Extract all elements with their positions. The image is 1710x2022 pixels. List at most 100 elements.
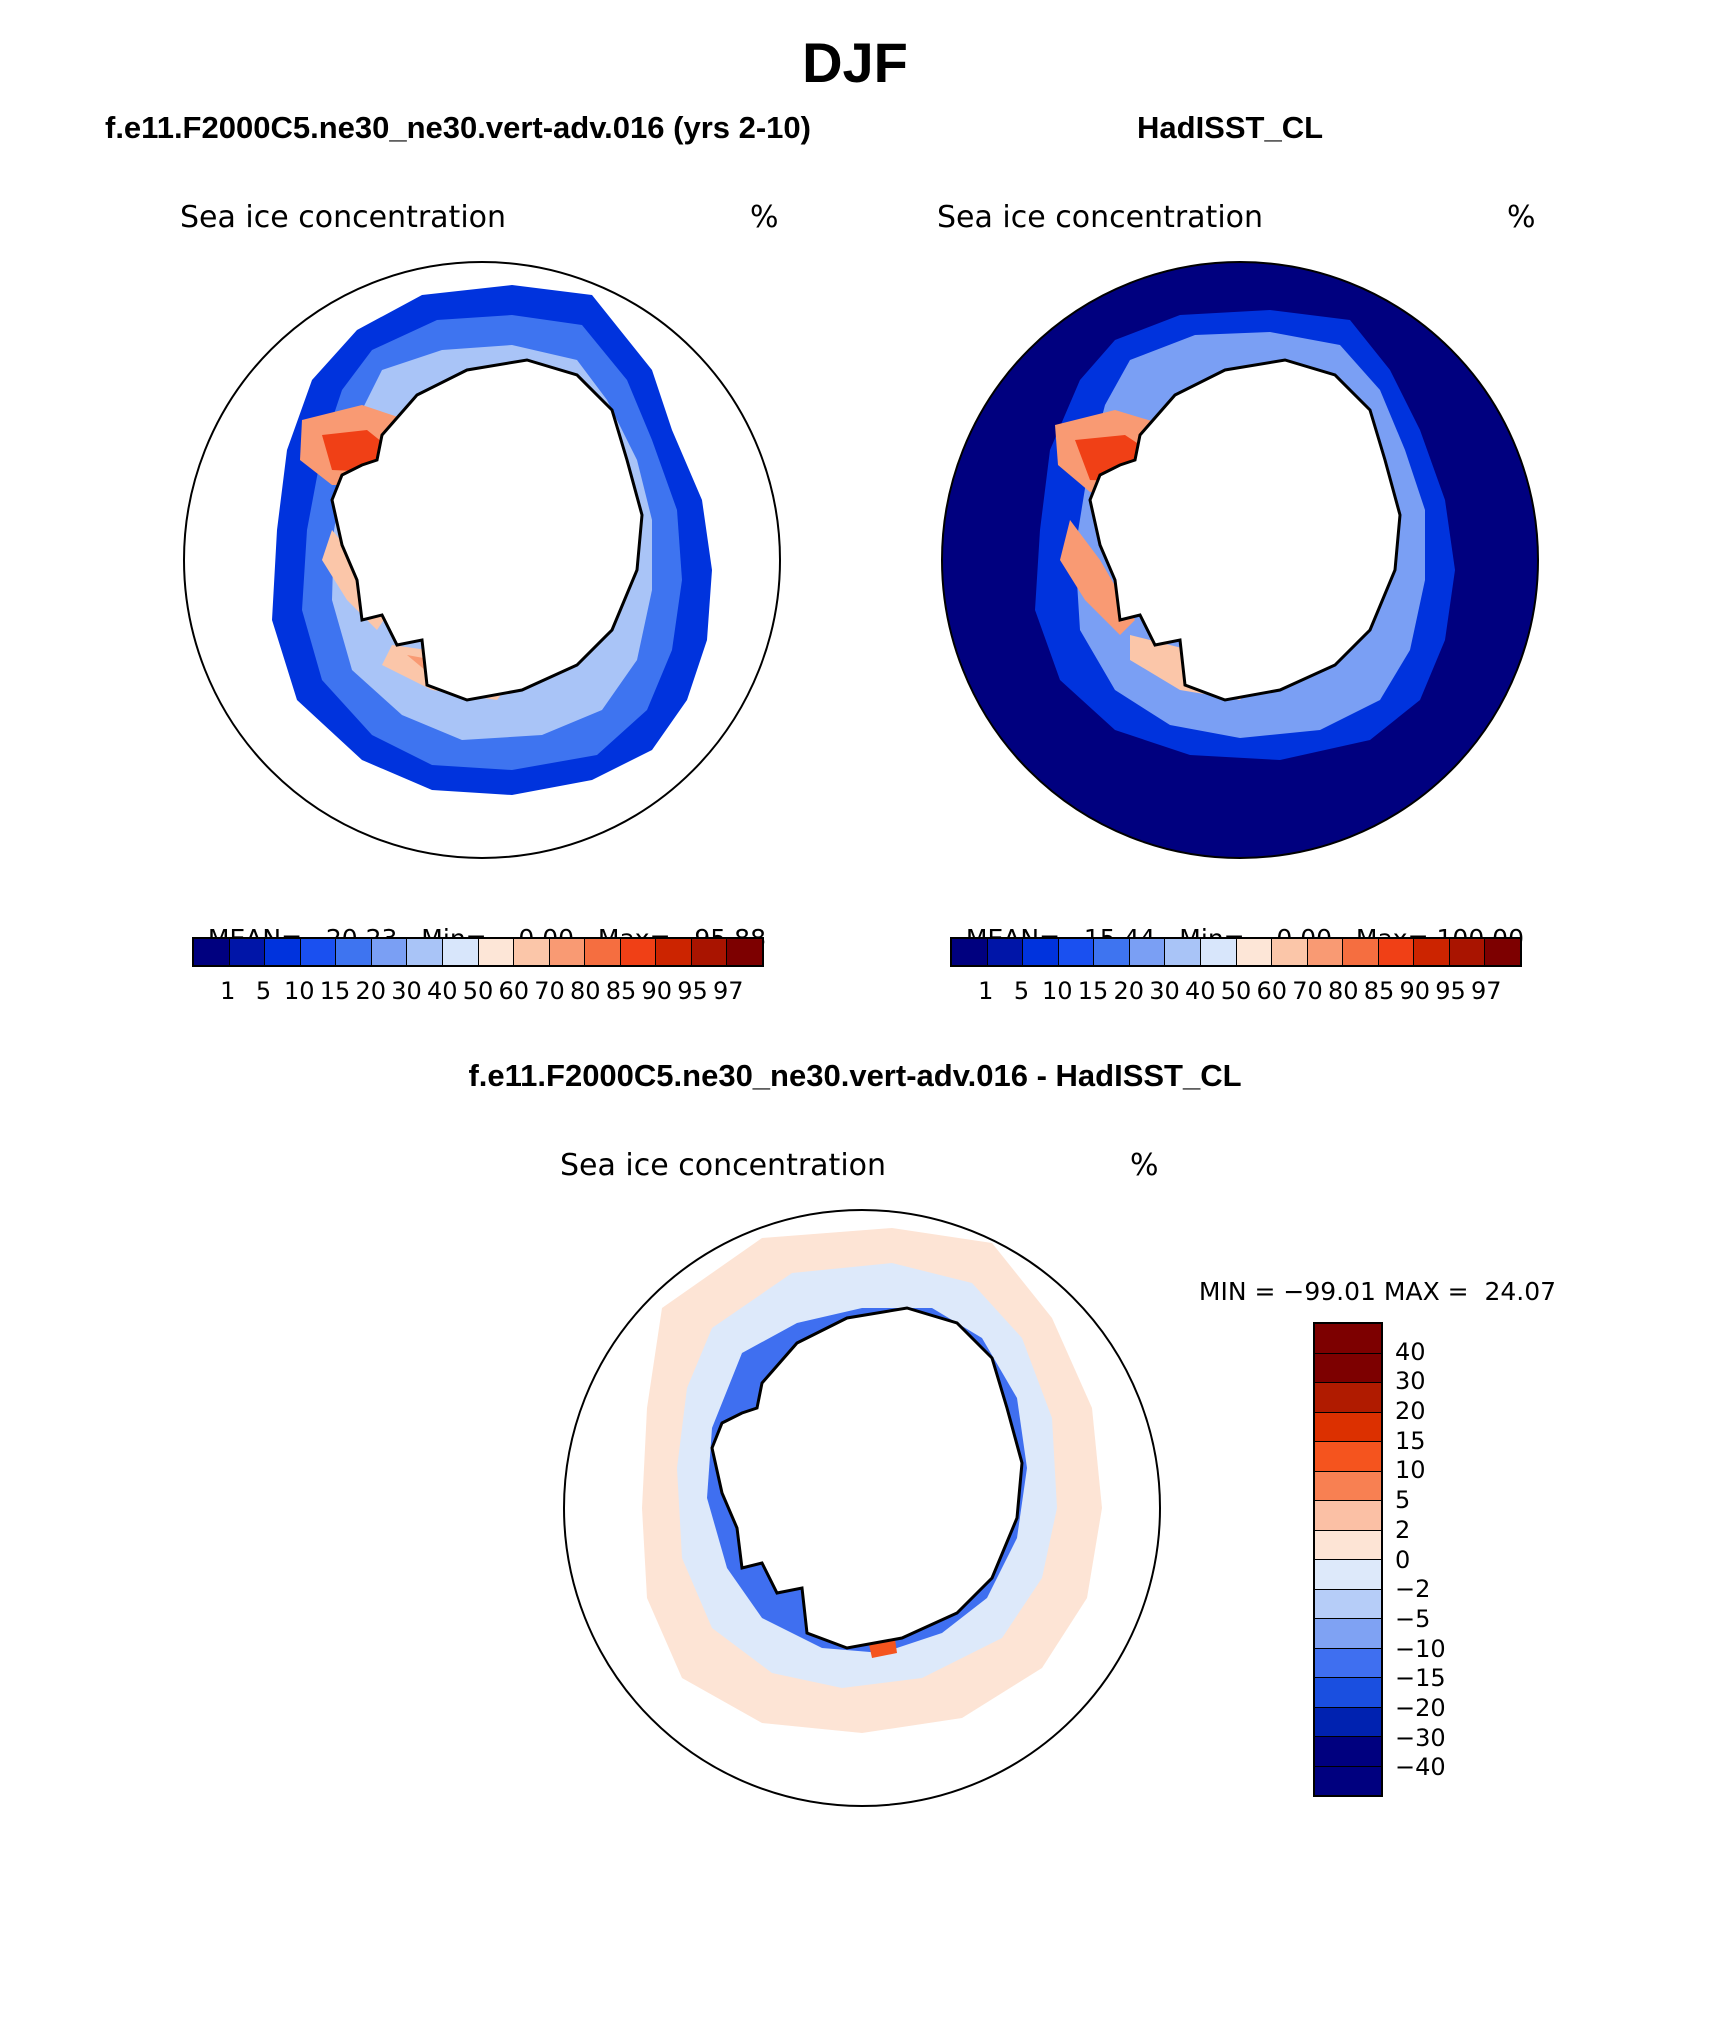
colorbar-swatch xyxy=(1315,1560,1381,1590)
colorbar-tick-label: 60 xyxy=(1256,977,1288,1005)
map-boundary xyxy=(941,261,1539,859)
colorbar-tick-label: 5 xyxy=(255,977,272,1005)
colorbar-tick-label: 20 xyxy=(1395,1397,1426,1426)
map-boundary xyxy=(183,261,781,859)
panel-3-title: f.e11.F2000C5.ne30_ne30.vert-adv.016 - H… xyxy=(468,1058,1242,1093)
colorbar-tick-label: 40 xyxy=(1395,1337,1426,1366)
colorbar-swatch xyxy=(442,939,479,965)
colorbar-swatch xyxy=(1343,939,1379,965)
colorbar-tick-label: 15 xyxy=(1395,1426,1426,1455)
panel-3-colorbar xyxy=(1313,1322,1383,1797)
colorbar-tick-label: 5 xyxy=(1013,977,1030,1005)
colorbar-swatch xyxy=(1315,1501,1381,1531)
colorbar-swatch xyxy=(1094,939,1130,965)
panel-3-stats: MIN = −99.01 MAX = 24.07 xyxy=(1183,1248,1556,1306)
colorbar-swatch xyxy=(1315,1707,1381,1737)
colorbar-swatch xyxy=(229,939,266,965)
colorbar-tick-label: 40 xyxy=(1184,977,1216,1005)
colorbar-swatch xyxy=(1315,1589,1381,1619)
max-label: MAX = xyxy=(1383,1277,1469,1306)
colorbar-swatch xyxy=(1023,939,1059,965)
colorbar-tick-label: 85 xyxy=(605,977,637,1005)
colorbar-tick-label: 0 xyxy=(1395,1545,1411,1574)
colorbar-swatch xyxy=(585,939,621,965)
panel-3-units: % xyxy=(1130,1148,1159,1183)
panel-2-units: % xyxy=(1507,200,1536,235)
panel-1-title: f.e11.F2000C5.ne30_ne30.vert-adv.016 (yr… xyxy=(105,110,811,145)
colorbar-swatch xyxy=(1315,1530,1381,1560)
colorbar-tick-label: 97 xyxy=(712,977,744,1005)
panel-1-map xyxy=(183,261,781,859)
colorbar-swatch xyxy=(1315,1442,1381,1472)
colorbar-tick-label: −2 xyxy=(1395,1575,1431,1604)
colorbar-tick-label: 80 xyxy=(1327,977,1359,1005)
colorbar-tick-label: −40 xyxy=(1395,1753,1446,1782)
colorbar-swatch xyxy=(691,939,728,965)
panel-3-variable: Sea ice concentration xyxy=(560,1148,887,1183)
colorbar-tick-label: −20 xyxy=(1395,1693,1446,1722)
colorbar-tick-label: 80 xyxy=(569,977,601,1005)
continent xyxy=(1088,358,1402,702)
colorbar-tick-label: 40 xyxy=(426,977,458,1005)
colorbar-tick-label: −10 xyxy=(1395,1634,1446,1663)
colorbar-swatch xyxy=(1315,1648,1381,1678)
colorbar-tick-label: 10 xyxy=(1041,977,1073,1005)
colorbar-swatch xyxy=(265,939,301,965)
colorbar-tick-label: 15 xyxy=(319,977,351,1005)
panel-2-colorbar xyxy=(950,937,1522,967)
colorbar-swatch xyxy=(300,939,337,965)
panel-1-units: % xyxy=(750,200,779,235)
colorbar-swatch xyxy=(1315,1324,1381,1354)
colorbar-tick-label: 70 xyxy=(1292,977,1323,1005)
continent xyxy=(710,1306,1024,1650)
colorbar-tick-label: 95 xyxy=(1435,977,1466,1005)
panel-2-map xyxy=(941,261,1539,859)
colorbar-swatch xyxy=(194,939,230,965)
colorbar-swatch xyxy=(514,939,550,965)
colorbar-tick-label: 20 xyxy=(355,977,387,1005)
colorbar-tick-label: −15 xyxy=(1395,1664,1446,1693)
colorbar-swatch xyxy=(1378,939,1415,965)
colorbar-swatch xyxy=(656,939,692,965)
colorbar-swatch xyxy=(1315,1353,1381,1383)
colorbar-tick-label: 1 xyxy=(220,977,236,1005)
colorbar-swatch xyxy=(1315,1737,1381,1767)
colorbar-swatch xyxy=(1307,939,1344,965)
colorbar-tick-label: 95 xyxy=(677,977,708,1005)
colorbar-tick-label: 70 xyxy=(534,977,565,1005)
colorbar-swatch xyxy=(1315,1619,1381,1649)
colorbar-swatch xyxy=(1272,939,1308,965)
panel-2-variable: Sea ice concentration xyxy=(937,200,1264,235)
colorbar-swatch xyxy=(1315,1766,1381,1795)
colorbar-swatch xyxy=(1200,939,1237,965)
panel-3-map xyxy=(563,1209,1161,1807)
ice-amundsen xyxy=(1060,520,1135,635)
colorbar-swatch xyxy=(987,939,1024,965)
colorbar-tick-label: 90 xyxy=(641,977,673,1005)
colorbar-tick-label: 1 xyxy=(978,977,994,1005)
colorbar-swatch xyxy=(1058,939,1095,965)
colorbar-tick-label: 50 xyxy=(1220,977,1252,1005)
colorbar-swatch xyxy=(1315,1471,1381,1501)
colorbar-tick-label: 30 xyxy=(1149,977,1180,1005)
colorbar-tick-label: −5 xyxy=(1395,1604,1431,1633)
panel-1-colorbar xyxy=(192,937,764,967)
colorbar-swatch xyxy=(952,939,988,965)
continent xyxy=(330,358,644,702)
panel-1-variable: Sea ice concentration xyxy=(180,200,507,235)
colorbar-swatch xyxy=(620,939,657,965)
colorbar-tick-label: −30 xyxy=(1395,1723,1446,1752)
panel-3-colorbar-labels: 40 30 20 15 10 5 2 0 −2 −5 −10 −15 −20 −30 −40 xyxy=(1395,1322,1515,1797)
colorbar-tick-label: 85 xyxy=(1363,977,1395,1005)
colorbar-tick-label: 50 xyxy=(462,977,494,1005)
colorbar-tick-label: 30 xyxy=(1395,1367,1426,1396)
colorbar-tick-label: 5 xyxy=(1395,1486,1411,1515)
panel-2-title: HadISST_CL xyxy=(1137,110,1324,145)
colorbar-swatch xyxy=(478,939,515,965)
colorbar-tick-label: 30 xyxy=(391,977,422,1005)
colorbar-tick-label: 97 xyxy=(1470,977,1502,1005)
min-label: MIN = xyxy=(1198,1277,1276,1306)
panel-2-colorbar-labels: 1 5 10 15 20 30 40 50 60 70 80 85 90 95 97 xyxy=(950,977,1522,1007)
colorbar-tick-label: 20 xyxy=(1113,977,1145,1005)
colorbar-swatch xyxy=(549,939,586,965)
